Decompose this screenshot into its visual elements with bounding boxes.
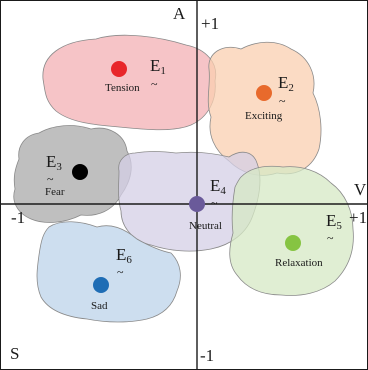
- valence-axis-label: V: [354, 180, 367, 199]
- emotion-dot-neutral: [189, 196, 205, 212]
- region-sad: [36, 221, 181, 323]
- valence-max-label: +1: [349, 208, 367, 227]
- arousal-axis-label: A: [173, 4, 186, 23]
- corner-label: S: [10, 344, 19, 363]
- emotion-name-sad: Sad: [91, 300, 108, 312]
- emotion-tilde-fear: ~: [47, 172, 54, 186]
- emotion-dot-fear: [72, 164, 88, 180]
- region-exciting: [207, 41, 322, 176]
- emotion-tilde-sad: ~: [117, 265, 124, 279]
- emotion-symbol-exciting: E2: [278, 73, 294, 94]
- emotion-symbol-relaxation: E5: [326, 211, 342, 232]
- emotion-dot-sad: [93, 277, 109, 293]
- emotion-name-exciting: Exciting: [245, 110, 283, 122]
- emotion-dot-tension: [111, 61, 127, 77]
- arousal-min-label: -1: [200, 346, 214, 365]
- emotion-tilde-neutral: ~: [211, 196, 218, 210]
- emotion-symbol-neutral: E4: [210, 176, 226, 197]
- emotion-tilde-exciting: ~: [279, 94, 286, 108]
- emotion-name-fear: Fear: [45, 186, 65, 198]
- region-relaxation: [229, 165, 354, 296]
- emotion-dot-relaxation: [285, 235, 301, 251]
- emotion-symbol-tension: E1: [150, 56, 166, 77]
- valence-min-label: -1: [11, 208, 25, 227]
- emotion-symbol-sad: E6: [116, 245, 132, 266]
- emotion-name-tension: Tension: [105, 82, 140, 94]
- emotion-name-relaxation: Relaxation: [275, 257, 323, 269]
- emotion-dot-exciting: [256, 85, 272, 101]
- emotion-name-neutral: Neutral: [189, 220, 222, 232]
- emotion-symbol-fear: E3: [46, 152, 62, 173]
- emotion-tilde-relaxation: ~: [327, 231, 334, 245]
- arousal-max-label: +1: [201, 14, 219, 33]
- emotion-tilde-tension: ~: [151, 77, 158, 91]
